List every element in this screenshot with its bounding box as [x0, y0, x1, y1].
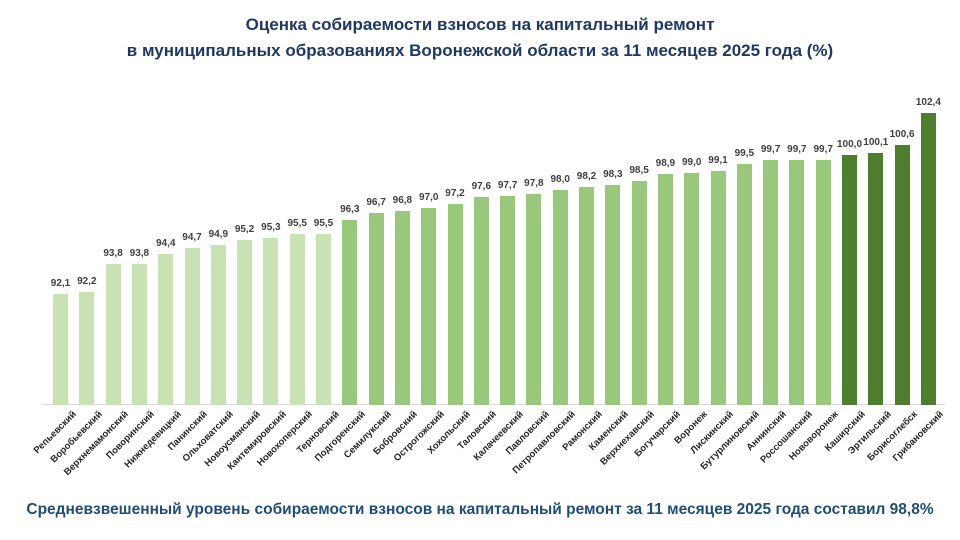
bar	[316, 234, 331, 405]
bar	[868, 153, 884, 405]
bar	[263, 237, 279, 405]
bar	[158, 253, 174, 405]
bar	[579, 186, 594, 405]
bar	[394, 211, 410, 405]
bar-value-label: 98,0	[550, 174, 570, 186]
bar	[710, 170, 726, 405]
bar	[473, 197, 489, 405]
bar	[79, 292, 95, 405]
bar-value-label: 97,8	[524, 177, 544, 189]
bar-value-label: 98,5	[629, 165, 649, 177]
bar-value-label: 92,2	[77, 276, 97, 288]
chart-title-line1: Оценка собираемости взносов на капитальн…	[245, 15, 715, 34]
bar-value-label: 97,7	[497, 179, 518, 191]
bar-value-label: 98,2	[576, 170, 597, 182]
bar-value-label: 95,2	[234, 223, 255, 235]
bar-value-label: 98,9	[655, 158, 676, 170]
bar	[368, 213, 384, 405]
bar	[237, 239, 253, 405]
bar-value-label: 97,0	[418, 191, 439, 203]
bar	[184, 248, 200, 405]
bar-value-label: 98,3	[603, 169, 623, 180]
bar-value-label: 95,5	[313, 218, 334, 230]
bar	[631, 181, 647, 405]
bar	[421, 207, 437, 405]
bar	[763, 160, 779, 405]
bar-value-label: 92,1	[50, 278, 71, 290]
bar	[789, 160, 805, 405]
bar	[920, 112, 936, 405]
bar-value-label: 99,7	[787, 144, 807, 156]
bar-value-label: 96,7	[366, 197, 386, 209]
bar	[500, 195, 516, 405]
bar-value-label: 93,8	[103, 248, 123, 260]
bar	[736, 163, 752, 405]
bar-value-label: 99,0	[681, 156, 702, 168]
bar	[842, 155, 857, 405]
bar-value-label: 99,7	[813, 144, 833, 156]
chart-title-line2: в муниципальных образованиях Воронежской…	[126, 41, 834, 61]
bar	[131, 264, 147, 405]
bar	[526, 193, 542, 405]
bar	[210, 244, 226, 405]
bar-value-label: 97,6	[471, 181, 492, 193]
chart-caption: Средневзвешенный уровень собираемости вз…	[26, 501, 934, 518]
x-axis-line	[42, 404, 945, 405]
bar-value-label: 100,6	[889, 128, 915, 140]
bar	[105, 264, 121, 405]
bar-value-label: 99,5	[734, 147, 755, 159]
bar	[53, 294, 68, 405]
bar	[894, 144, 910, 405]
bar	[552, 190, 568, 405]
chart-title: Оценка собираемости взносов на капитальн…	[0, 12, 960, 65]
bar-value-label: 100,1	[863, 137, 889, 149]
bar-value-label: 99,1	[708, 154, 728, 166]
bar-value-label: 97,2	[445, 188, 465, 200]
bar-value-label: 96,8	[392, 195, 413, 207]
bar-value-label: 95,5	[287, 218, 307, 230]
bar	[657, 174, 673, 405]
bar-value-label: 93,8	[129, 248, 150, 260]
bar-value-label: 94,7	[182, 232, 202, 244]
bar-value-label: 94,4	[155, 237, 176, 249]
bar-value-label: 99,7	[760, 144, 781, 156]
bar-value-label: 100,0	[836, 139, 863, 151]
bar-value-label: 94,9	[208, 228, 229, 240]
bar	[815, 160, 831, 405]
bar	[605, 185, 621, 405]
bar	[289, 234, 305, 405]
bar	[684, 172, 700, 405]
bar-value-label: 96,3	[340, 204, 360, 216]
bar	[342, 220, 358, 405]
bar-value-label: 102,4	[915, 96, 941, 108]
bar	[447, 204, 463, 405]
bar-value-label: 95,3	[261, 221, 281, 233]
